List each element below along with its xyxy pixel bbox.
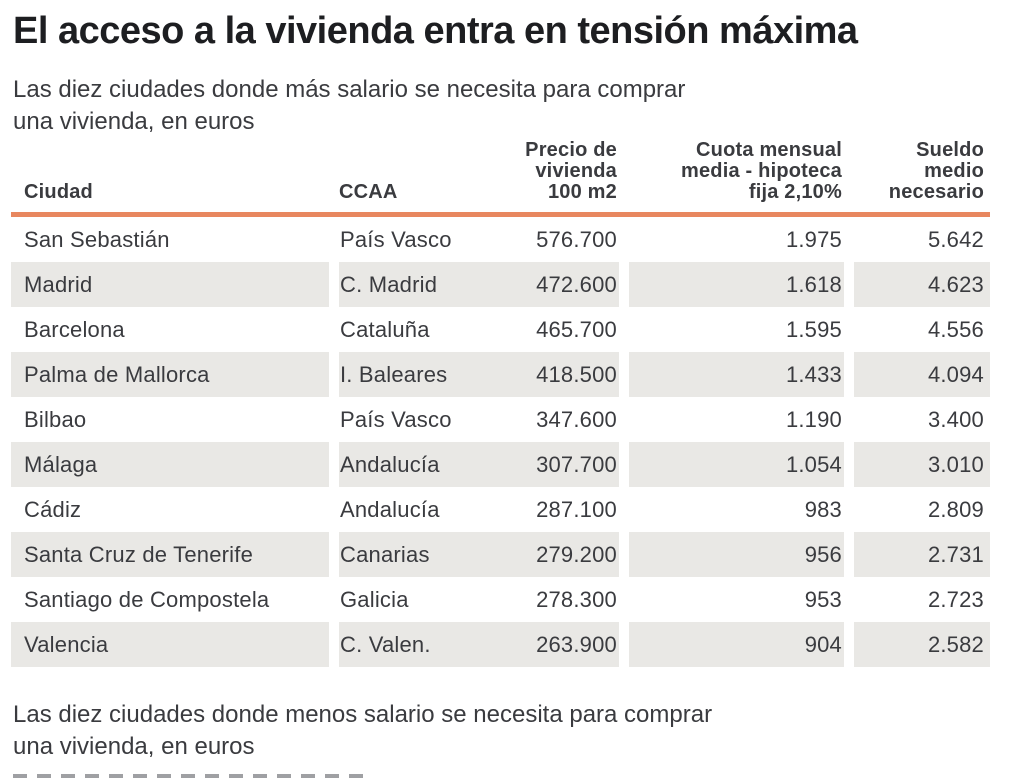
cell-ccaa: Galicia: [329, 577, 459, 622]
cell-cuota: 983: [619, 487, 844, 532]
cell-cuota: 1.975: [619, 217, 844, 262]
page-title: El acceso a la vivienda entra en tensión…: [13, 10, 858, 52]
cropped-next-section-hint: [13, 774, 373, 778]
cell-precio: 347.600: [536, 406, 617, 432]
cell-sueldo: 2.723: [844, 577, 990, 622]
cell-precio: 465.700: [536, 316, 617, 342]
cell-ciudad: Bilbao: [24, 406, 87, 432]
cell-precio: 278.300: [536, 586, 617, 612]
cell-sueldo: 4.556: [844, 307, 990, 352]
cell-precio: 576.700: [536, 226, 617, 252]
housing-table: Ciudad CCAA Precio de vivienda 100 m2 Cu…: [11, 140, 990, 667]
cell-cuota: 1.433: [619, 352, 844, 397]
cell-precio: 279.200: [459, 532, 619, 577]
cell-ccaa: Andalucía: [329, 442, 459, 487]
table-row: Bilbao País Vasco 347.600 1.190 3.400: [11, 397, 990, 442]
subtitle-top-line2: una vivienda, en euros: [13, 108, 255, 135]
subtitle-bottom-line2: una vivienda, en euros: [13, 733, 255, 760]
cell-ciudad: Barcelona: [24, 316, 125, 342]
cell-cuota: 953: [619, 577, 844, 622]
cell-ccaa: Canarias: [329, 532, 459, 577]
cell-sueldo: 3.400: [844, 397, 990, 442]
cell-ciudad: Palma de Mallorca: [11, 352, 329, 397]
cell-ciudad: Málaga: [11, 442, 329, 487]
cell-precio: 287.100: [536, 496, 617, 522]
table-row: Málaga Andalucía 307.700 1.054 3.010: [11, 442, 990, 487]
table-row: Cádiz Andalucía 287.100 983 2.809: [11, 487, 990, 532]
table-row: Santa Cruz de Tenerife Canarias 279.200 956…: [11, 532, 990, 577]
table-subtitle-bottom: Las diez ciudades donde menos salario se…: [13, 699, 1024, 763]
table-row: Santiago de Compostela Galicia 278.300 953 2…: [11, 577, 990, 622]
cell-ciudad: Santiago de Compostela: [24, 586, 270, 612]
cell-cuota: 1.595: [619, 307, 844, 352]
col-header-precio: Precio de vivienda 100 m2: [459, 140, 619, 217]
cell-ccaa: C. Madrid: [329, 262, 459, 307]
cell-sueldo: 4.623: [844, 262, 990, 307]
table-header-row: Ciudad CCAA Precio de vivienda 100 m2 Cu…: [11, 140, 990, 217]
cell-sueldo: 5.642: [844, 217, 990, 262]
col-header-ccaa: CCAA: [329, 140, 459, 217]
cell-ccaa: I. Baleares: [329, 352, 459, 397]
cell-sueldo: 2.809: [844, 487, 990, 532]
cell-ccaa: Cataluña: [329, 307, 459, 352]
cell-cuota: 904: [619, 622, 844, 667]
cell-sueldo: 2.731: [844, 532, 990, 577]
cell-sueldo: 3.010: [844, 442, 990, 487]
cell-ccaa: País Vasco: [329, 217, 459, 262]
cell-precio: 472.600: [459, 262, 619, 307]
cell-cuota: 956: [619, 532, 844, 577]
cell-cuota: 1.618: [619, 262, 844, 307]
subtitle-bottom-line1: Las diez ciudades donde menos salario se…: [13, 701, 713, 728]
table-row: Valencia C. Valen. 263.900 904 2.582: [11, 622, 990, 667]
cell-ccaa: País Vasco: [329, 397, 459, 442]
table-row: Barcelona Cataluña 465.700 1.595 4.556: [11, 307, 990, 352]
cell-ccaa: C. Valen.: [329, 622, 459, 667]
table-row: San Sebastián País Vasco 576.700 1.975 5.642: [11, 217, 990, 262]
cell-ciudad: San Sebastián: [24, 226, 170, 252]
cell-precio: 307.700: [459, 442, 619, 487]
table-row: Madrid C. Madrid 472.600 1.618 4.623: [11, 262, 990, 307]
cell-ciudad: Santa Cruz de Tenerife: [11, 532, 329, 577]
col-header-cuota: Cuota mensual media - hipoteca fija 2,10…: [619, 140, 844, 217]
cell-sueldo: 2.582: [844, 622, 990, 667]
cell-cuota: 1.054: [619, 442, 844, 487]
subtitle-top-line1: Las diez ciudades donde más salario se n…: [13, 76, 686, 103]
table-row: Palma de Mallorca I. Baleares 418.500 1.433…: [11, 352, 990, 397]
cell-sueldo: 4.094: [844, 352, 990, 397]
col-header-sueldo: Sueldo medio necesario: [844, 140, 990, 217]
cell-ciudad: Valencia: [11, 622, 329, 667]
cell-ccaa: Andalucía: [329, 487, 459, 532]
table-subtitle-top: Las diez ciudades donde más salario se n…: [13, 74, 1024, 138]
cell-cuota: 1.190: [619, 397, 844, 442]
table-body: San Sebastián País Vasco 576.700 1.975 5.642…: [11, 217, 990, 667]
col-header-ciudad: Ciudad: [11, 140, 329, 217]
housing-infographic: El acceso a la vivienda entra en tensión…: [0, 10, 1024, 778]
cell-ciudad: Cádiz: [24, 496, 82, 522]
cell-ciudad: Madrid: [11, 262, 329, 307]
cell-precio: 263.900: [459, 622, 619, 667]
cell-precio: 418.500: [459, 352, 619, 397]
